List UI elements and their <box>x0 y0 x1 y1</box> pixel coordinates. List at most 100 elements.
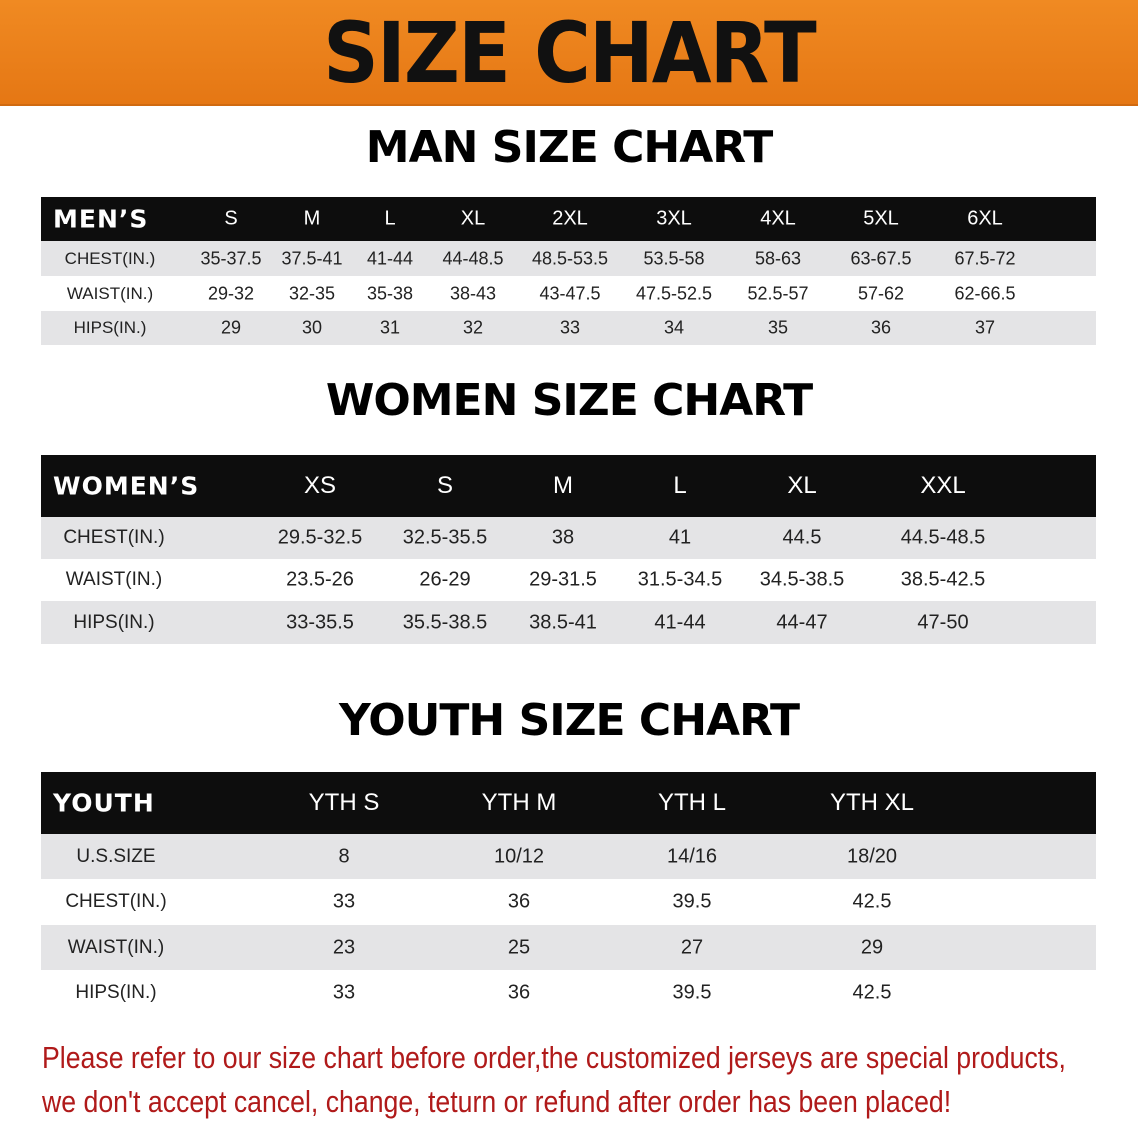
table-cell: 44-47 <box>776 611 828 633</box>
table-cell: 36 <box>507 890 531 913</box>
table-cell: 37 <box>974 317 996 338</box>
table-cell: 38-43 <box>449 283 497 303</box>
table-cell: 32-35 <box>288 283 336 303</box>
table-row: CHEST(IN.) 33 36 39.5 42.5 <box>41 879 1096 925</box>
table-cell: 29 <box>220 317 242 338</box>
table-row: WAIST(IN.) 23.5-26 26-29 29-31.5 31.5-34.5 34… <box>41 559 1096 601</box>
table-cell: 33 <box>332 981 356 1003</box>
table-cell: 33 <box>559 317 581 338</box>
table-cell: 41 <box>668 526 692 549</box>
table-cell: 38 <box>551 526 575 549</box>
table-cell: 29-31.5 <box>529 568 597 591</box>
row-label: U.S.SIZE <box>76 845 156 867</box>
men-header-label: MEN’S <box>53 204 149 234</box>
size-header: XL <box>460 207 486 230</box>
size-header: YTH XL <box>829 789 915 816</box>
table-row: CHEST(IN.) 29.5-32.5 32.5-35.5 38 41 44.5 44.5… <box>41 517 1096 559</box>
table-cell: 33-35.5 <box>286 611 354 633</box>
table-cell: 53.5-58 <box>643 248 705 268</box>
table-cell: 23 <box>332 936 356 958</box>
table-cell: 33 <box>332 890 356 913</box>
row-label: CHEST(IN.) <box>65 891 167 912</box>
youth-table-header: YOUTH YTH S YTH M YTH L YTH XL <box>41 772 1096 834</box>
table-cell: 37.5-41 <box>281 248 343 268</box>
table-cell: 41-44 <box>366 248 414 268</box>
row-label: CHEST(IN.) <box>63 527 165 548</box>
table-cell: 47-50 <box>917 611 969 633</box>
table-cell: 42.5 <box>852 890 892 913</box>
table-cell: 18/20 <box>846 845 898 867</box>
table-row: WAIST(IN.) 29-32 32-35 35-38 38-43 43-47.5 47.… <box>41 276 1096 311</box>
table-cell: 42.5 <box>852 981 892 1003</box>
table-cell: 8 <box>338 845 350 867</box>
size-header: 5XL <box>863 207 899 230</box>
size-header: 4XL <box>760 207 796 230</box>
row-label: WAIST(IN.) <box>67 936 165 958</box>
table-cell: 29.5-32.5 <box>277 526 363 549</box>
youth-header-label: YOUTH <box>53 788 155 818</box>
youth-section-title: YOUTH SIZE CHART <box>338 695 800 746</box>
row-label: CHEST(IN.) <box>64 248 156 268</box>
size-header: M <box>303 207 321 230</box>
table-cell: 36 <box>507 981 531 1003</box>
size-header: L <box>384 207 396 230</box>
table-cell: 62-66.5 <box>954 283 1016 303</box>
size-header: 2XL <box>552 207 588 230</box>
table-cell: 35-37.5 <box>200 248 262 268</box>
row-label: HIPS(IN.) <box>73 318 147 337</box>
table-cell: 39.5 <box>672 890 712 913</box>
table-row: HIPS(IN.) 33-35.5 35.5-38.5 38.5-41 41-44 44-… <box>41 601 1096 644</box>
men-section-title: MAN SIZE CHART <box>365 122 773 173</box>
notice-line-1: Please refer to our size chart before or… <box>42 1040 1066 1075</box>
women-table-header: WOMEN’S XS S M L XL XXL <box>41 455 1096 517</box>
table-cell: 29-32 <box>207 283 255 303</box>
men-table-header: MEN’S S M L XL 2XL 3XL 4XL 5XL 6XL <box>41 197 1096 241</box>
table-cell: 26-29 <box>419 568 471 591</box>
women-section-title: WOMEN SIZE CHART <box>325 375 813 426</box>
table-cell: 38.5-42.5 <box>900 568 986 591</box>
table-cell: 30 <box>301 317 323 338</box>
table-cell: 58-63 <box>754 248 802 268</box>
row-label: HIPS(IN.) <box>73 611 155 633</box>
table-cell: 48.5-53.5 <box>531 248 609 268</box>
size-header: 3XL <box>656 207 692 230</box>
table-cell: 35-38 <box>366 283 414 303</box>
notice-line-2: we don't accept cancel, change, teturn o… <box>42 1084 952 1119</box>
size-header: YTH L <box>657 789 727 816</box>
table-cell: 35.5-38.5 <box>402 611 488 633</box>
table-cell: 34 <box>663 317 685 338</box>
table-cell: 31.5-34.5 <box>637 568 723 591</box>
table-cell: 52.5-57 <box>747 283 809 303</box>
table-cell: 31 <box>379 317 401 338</box>
size-header: M <box>553 472 573 499</box>
table-cell: 44.5 <box>782 526 822 549</box>
table-cell: 34.5-38.5 <box>759 568 845 591</box>
size-header: XS <box>303 472 337 499</box>
size-header: YTH M <box>481 789 557 816</box>
table-cell: 25 <box>507 936 531 958</box>
notice: Please refer to our size chart before or… <box>42 1036 1066 1124</box>
table-row: U.S.SIZE 8 10/12 14/16 18/20 <box>41 834 1096 879</box>
size-header: XL <box>787 472 817 499</box>
table-row: HIPS(IN.) 29 30 31 32 33 34 35 36 37 <box>41 311 1096 345</box>
table-cell: 35 <box>767 317 789 338</box>
table-cell: 63-67.5 <box>850 248 912 268</box>
table-row: CHEST(IN.) 35-37.5 37.5-41 41-44 44-48.5 48.5… <box>41 241 1096 276</box>
table-cell: 10/12 <box>493 845 545 867</box>
table-cell: 47.5-52.5 <box>635 283 713 303</box>
table-cell: 32.5-35.5 <box>402 526 488 549</box>
size-header: YTH S <box>308 789 380 816</box>
size-header: XXL <box>920 472 966 499</box>
table-cell: 43-47.5 <box>539 283 601 303</box>
table-cell: 44-48.5 <box>442 248 504 268</box>
size-header: S <box>436 472 454 499</box>
table-cell: 44.5-48.5 <box>900 526 986 549</box>
table-cell: 29 <box>860 936 884 958</box>
size-header: L <box>673 472 687 499</box>
women-header-label: WOMEN’S <box>53 471 200 501</box>
row-label: WAIST(IN.) <box>66 283 154 303</box>
table-cell: 39.5 <box>672 981 712 1003</box>
table-cell: 57-62 <box>857 283 905 303</box>
row-label: HIPS(IN.) <box>75 981 157 1003</box>
size-header: 6XL <box>967 207 1003 230</box>
